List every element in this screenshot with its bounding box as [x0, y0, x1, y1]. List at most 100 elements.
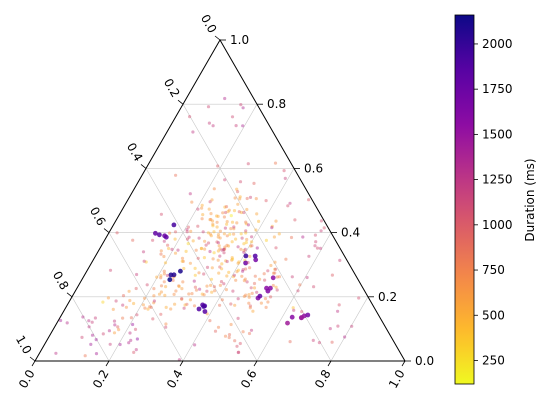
data-point [350, 324, 354, 328]
data-point [65, 321, 69, 325]
data-point [185, 237, 190, 241]
data-point [174, 289, 178, 293]
data-point [223, 226, 227, 230]
data-point [188, 192, 192, 196]
data-point [263, 297, 268, 301]
data-point [172, 292, 176, 296]
bottom-tick [179, 360, 184, 367]
data-point [188, 261, 192, 265]
data-point [134, 348, 138, 352]
data-point [259, 301, 263, 305]
data-point [157, 292, 162, 296]
data-point [262, 272, 266, 276]
right-tick-label: 0.8 [267, 97, 286, 111]
data-point [201, 213, 205, 217]
data-point [275, 288, 279, 292]
data-point [159, 249, 163, 253]
data-point [322, 226, 326, 230]
data-point [336, 324, 340, 328]
bottom-tick-label: 0.8 [312, 367, 334, 391]
data-point [248, 304, 252, 308]
data-point [226, 210, 230, 214]
data-point [227, 335, 231, 340]
data-point [255, 290, 259, 294]
data-point [202, 293, 206, 297]
data-point [290, 275, 294, 279]
data-point [288, 340, 292, 344]
data-point [206, 105, 211, 109]
data-point [243, 277, 247, 281]
data-point [222, 251, 226, 255]
data-point [240, 274, 244, 278]
colorbar-label: Duration (ms) [523, 158, 537, 241]
data-point [94, 352, 99, 356]
left-tick [29, 356, 36, 362]
data-point [173, 302, 177, 306]
data-point [255, 212, 259, 216]
data-point [273, 161, 278, 165]
data-point [204, 243, 208, 247]
data-point [149, 305, 153, 309]
data-point [249, 244, 253, 248]
data-point [203, 239, 207, 243]
data-point [209, 212, 213, 216]
data-point [218, 265, 222, 269]
data-point [118, 342, 122, 347]
data-point [254, 228, 258, 232]
data-point [240, 236, 244, 240]
bottom-tick [327, 360, 332, 367]
grid-line [182, 168, 295, 362]
data-point [217, 244, 221, 248]
data-point [244, 231, 248, 235]
data-point [253, 257, 259, 263]
data-point [159, 290, 163, 294]
bottom-tick-label: 0.2 [90, 367, 112, 391]
data-point [230, 257, 235, 261]
data-point [241, 124, 245, 128]
data-point [90, 320, 94, 324]
data-point [124, 305, 128, 309]
data-point [202, 256, 206, 260]
data-point [233, 303, 237, 307]
data-point [250, 235, 254, 239]
data-point [151, 317, 155, 321]
data-point [286, 204, 290, 208]
data-point [174, 173, 178, 177]
data-point [330, 340, 334, 344]
data-point [357, 296, 361, 300]
data-point [128, 298, 132, 303]
data-point [205, 284, 209, 288]
data-point [270, 226, 274, 230]
data-point [223, 96, 227, 101]
data-point [108, 268, 113, 272]
data-point [141, 303, 145, 307]
data-point [258, 277, 262, 281]
colorbar-tick-label: 1000 [482, 218, 513, 232]
data-point [243, 253, 249, 259]
data-point [225, 274, 229, 278]
data-point [216, 164, 220, 168]
data-point [218, 236, 222, 240]
data-point [319, 229, 323, 233]
data-point [246, 223, 250, 227]
data-point [211, 257, 215, 261]
bottom-tick [401, 360, 406, 367]
data-point [201, 230, 205, 234]
data-point [167, 277, 173, 283]
data-point [211, 124, 215, 128]
data-point [177, 284, 181, 288]
data-point [252, 181, 256, 185]
data-point [94, 338, 98, 342]
data-point [307, 254, 311, 258]
data-point [117, 328, 121, 332]
data-point [234, 278, 238, 282]
data-point [244, 293, 248, 297]
data-point [239, 103, 243, 107]
data-point [271, 283, 275, 288]
data-point [181, 280, 185, 284]
data-point [108, 342, 112, 346]
data-point [180, 256, 185, 260]
data-point [249, 328, 254, 332]
data-point [232, 227, 236, 231]
data-point [283, 176, 287, 180]
